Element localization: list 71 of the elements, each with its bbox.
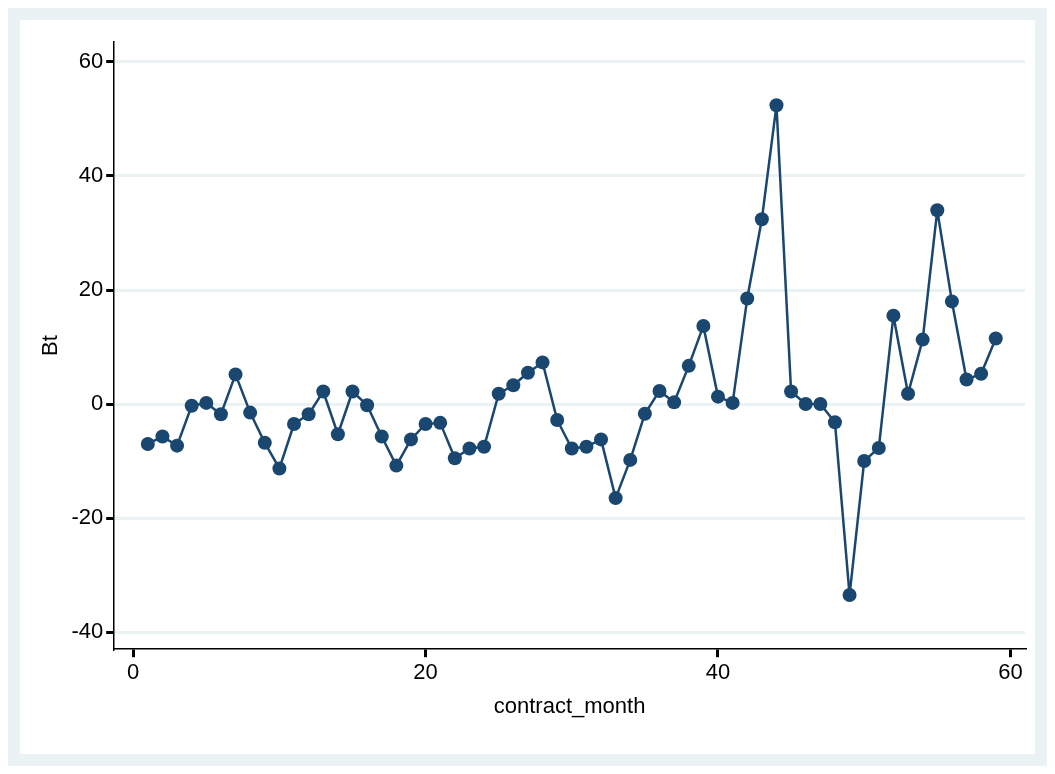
- point: [564, 441, 579, 456]
- point: [184, 398, 199, 413]
- point: [272, 461, 287, 476]
- point: [608, 491, 623, 506]
- y-tick-label: 20: [78, 276, 104, 302]
- point: [681, 358, 696, 373]
- y-tick-label: 60: [78, 48, 104, 74]
- point: [403, 432, 418, 447]
- x-tick-label: 20: [413, 659, 438, 685]
- point: [886, 308, 901, 323]
- point: [974, 366, 989, 381]
- point: [696, 318, 711, 333]
- point: [287, 416, 302, 431]
- point: [959, 372, 974, 387]
- point: [520, 365, 535, 380]
- point: [477, 439, 492, 454]
- point: [462, 441, 477, 456]
- point: [155, 429, 170, 444]
- point: [330, 427, 345, 442]
- point: [140, 436, 155, 451]
- point: [623, 452, 638, 467]
- y-axis-title: Bt: [37, 335, 63, 356]
- point: [535, 355, 550, 370]
- point: [257, 435, 272, 450]
- point: [813, 397, 828, 412]
- point: [637, 406, 652, 421]
- y-tick-label: -20: [71, 504, 104, 530]
- y-tick-label: 40: [78, 162, 104, 188]
- point: [433, 415, 448, 430]
- x-tick-label: 60: [998, 659, 1023, 685]
- point: [447, 451, 462, 466]
- point: [316, 384, 331, 399]
- point: [374, 429, 389, 444]
- point: [418, 416, 433, 431]
- point: [243, 405, 258, 420]
- point: [930, 203, 945, 218]
- point: [988, 331, 1003, 346]
- point: [360, 398, 375, 413]
- point: [506, 378, 521, 393]
- y-tick-label: 0: [90, 390, 104, 416]
- point: [389, 458, 404, 473]
- y-tick-label: -40: [71, 618, 104, 644]
- point: [842, 588, 857, 603]
- point: [827, 415, 842, 430]
- point: [345, 384, 360, 399]
- point: [594, 432, 609, 447]
- point: [579, 439, 594, 454]
- point: [491, 386, 506, 401]
- point: [798, 397, 813, 412]
- point: [871, 440, 886, 455]
- point: [199, 395, 214, 410]
- point: [784, 384, 799, 399]
- point: [170, 438, 185, 453]
- point: [550, 413, 565, 427]
- point: [725, 395, 740, 410]
- point: [667, 395, 682, 410]
- x-tick-label: 40: [705, 659, 731, 685]
- point: [652, 383, 667, 398]
- point: [740, 291, 755, 306]
- point: [915, 332, 930, 347]
- point: [213, 407, 228, 422]
- point: [901, 386, 916, 401]
- point: [769, 98, 784, 113]
- point: [754, 212, 769, 227]
- point: [228, 367, 243, 382]
- point: [944, 294, 959, 309]
- point: [710, 389, 725, 404]
- point: [857, 454, 872, 469]
- x-axis-title: contract_month: [493, 692, 646, 718]
- point: [301, 407, 316, 422]
- x-tick-label: 0: [127, 659, 140, 685]
